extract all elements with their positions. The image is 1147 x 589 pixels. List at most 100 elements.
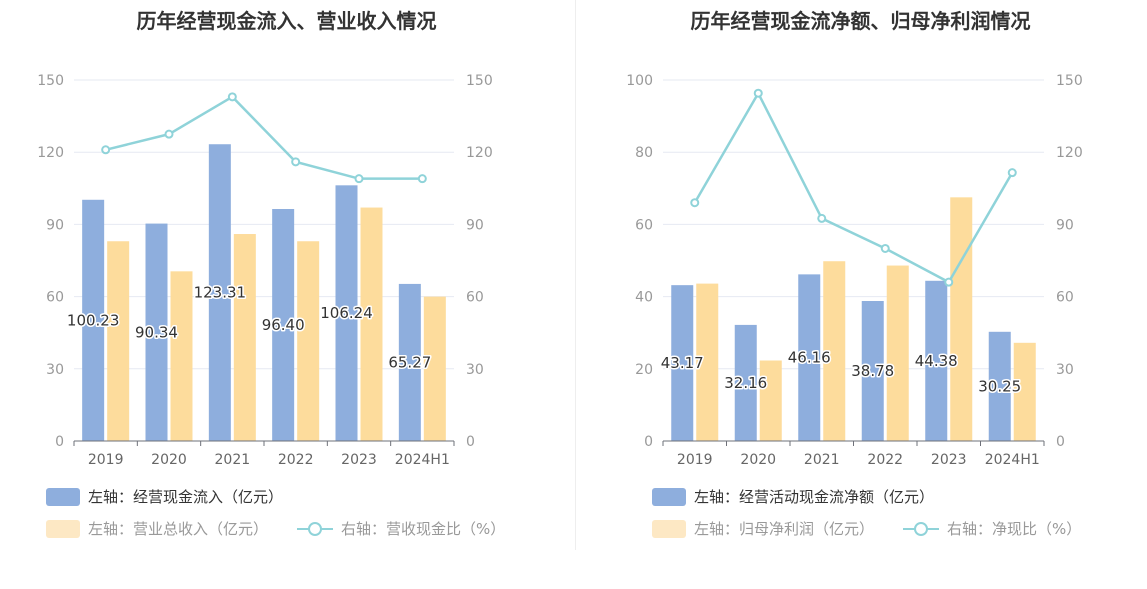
bar-blue[interactable] [208,144,231,441]
right-axis-tick-label: 60 [466,290,484,306]
left-axis-tick-label: 120 [37,145,64,161]
x-axis-tick-label: 2024H1 [395,452,450,468]
ratio-line-point[interactable] [1007,168,1017,178]
legend-item-net-cash-ratio[interactable]: 右轴：净现比（%） [903,518,1081,539]
left-axis-tick-label: 80 [635,145,653,161]
left-chart-panel: 历年经营现金流入、营业收入情况 0 30 60 90 120 150 0 30 60 90 120 1… [0,0,573,589]
bar-blue[interactable] [671,285,694,441]
ratio-line [105,95,423,180]
bar-orange[interactable] [1013,342,1036,441]
legend-line-marker-icon [903,520,939,538]
ratio-line-point[interactable] [101,145,111,155]
right-axis-tick-label: 150 [466,73,493,89]
bar-blue[interactable] [335,185,358,441]
bar-orange[interactable] [233,234,256,441]
bar-value-label: 90.34 [135,323,178,341]
ratio-line-point[interactable] [164,129,174,139]
bar-orange[interactable] [823,261,846,441]
legend-label: 右轴：净现比（%） [947,520,1082,538]
bar-blue[interactable] [861,301,884,441]
bar-blue[interactable] [82,199,105,441]
x-axis-tick-label: 2021 [804,452,840,468]
bar-blue[interactable] [925,280,948,441]
bar-blue[interactable] [988,331,1011,441]
legend-label: 左轴：营业总收入（亿元） [88,520,269,538]
x-axis-tick-label: 2023 [931,452,967,468]
right-axis-tick-label: 150 [1056,73,1083,89]
bar-orange[interactable] [297,241,320,441]
net-cash-flow-profit-chart: 0 20 40 60 80 100 0 30 60 90 120 150 2019 2020 2021 202… [626,73,1083,468]
legend-swatch-blue [652,487,686,506]
bar-blue[interactable] [145,223,168,441]
x-axis-tick-label: 2020 [151,452,187,468]
bar-blue[interactable] [798,274,821,441]
left-axis-tick-label: 60 [635,217,653,233]
legend-line-marker-icon [297,520,333,538]
ratio-line-point[interactable] [227,92,237,102]
bar-orange[interactable] [696,283,719,441]
right-axis-tick-label: 120 [466,145,493,161]
bar-blue[interactable] [398,283,421,441]
right-axis-tick-label: 0 [466,434,475,450]
x-axis-tick-label: 2019 [677,452,713,468]
legend-label: 左轴：经营现金流入（亿元） [88,488,284,506]
bar-value-label: 96.40 [262,316,305,334]
legend-swatch-orange [46,519,80,538]
legend-swatch-blue [46,487,80,506]
left-axis-tick-label: 150 [37,73,64,89]
bar-value-label: 30.25 [978,377,1021,395]
bar-value-label: 38.78 [851,362,894,380]
ratio-line-point[interactable] [690,198,700,208]
x-axis-tick-label: 2020 [740,452,776,468]
x-axis-tick-label: 2024H1 [985,452,1040,468]
ratio-line-point[interactable] [817,213,827,223]
ratio-line-point[interactable] [944,277,954,287]
legend-swatch-orange [652,519,686,538]
bar-blue[interactable] [272,208,295,441]
left-axis-tick-label: 0 [55,434,64,450]
ratio-line-point[interactable] [880,243,890,253]
panel-divider [575,0,576,550]
x-axis-tick-label: 2022 [867,452,903,468]
bar-orange[interactable] [170,271,193,441]
legend-item-cash-inflow[interactable]: 左轴：经营现金流入（亿元） [46,486,283,507]
bar-value-label: 43.17 [661,354,704,372]
x-axis-tick-label: 2022 [278,452,314,468]
x-axis-tick-label: 2019 [88,452,124,468]
legend-item-net-profit[interactable]: 左轴：归母净利润（亿元） [652,518,874,539]
bar-blue[interactable] [734,324,757,441]
left-axis-tick-label: 90 [46,217,64,233]
legend-item-net-operating-cash-flow[interactable]: 左轴：经营活动现金流净额（亿元） [652,486,934,507]
bar-orange[interactable] [360,207,383,441]
right-axis-tick-label: 60 [1056,290,1074,306]
legend-item-revenue-cash-ratio[interactable]: 右轴：营收现金比（%） [297,518,505,539]
right-axis-tick-label: 30 [466,362,484,378]
bar-orange[interactable] [423,296,446,441]
right-axis-tick-label: 120 [1056,145,1083,161]
bar-orange[interactable] [107,241,130,441]
ratio-line-point[interactable] [417,174,427,184]
bar-orange[interactable] [886,265,909,441]
bar-value-label: 44.38 [915,352,958,370]
chart-title: 历年经营现金流入、营业收入情况 [136,9,437,33]
bar-value-label: 100.23 [67,311,120,329]
bar-value-label: 32.16 [724,374,767,392]
left-axis-tick-label: 30 [46,362,64,378]
bar-orange[interactable] [950,197,973,441]
left-axis-tick-label: 40 [635,290,653,306]
right-chart-panel: 历年经营现金流净额、归母净利润情况 0 20 40 60 80 100 0 30 60 90 120… [574,0,1147,589]
bar-value-label: 46.16 [788,349,831,367]
left-axis-tick-label: 0 [644,434,653,450]
ratio-line-point[interactable] [291,157,301,167]
legend-label: 右轴：营收现金比（%） [341,520,506,538]
bar-orange[interactable] [759,360,782,441]
left-axis-tick-label: 60 [46,290,64,306]
bar-value-label: 106.24 [320,304,373,322]
ratio-line [693,90,1014,284]
right-axis-tick-label: 90 [1056,217,1074,233]
x-axis-tick-label: 2021 [215,452,251,468]
ratio-line-point[interactable] [354,174,364,184]
left-axis-tick-label: 100 [626,73,653,89]
ratio-line-point[interactable] [753,88,763,98]
legend-item-revenue[interactable]: 左轴：营业总收入（亿元） [46,518,268,539]
